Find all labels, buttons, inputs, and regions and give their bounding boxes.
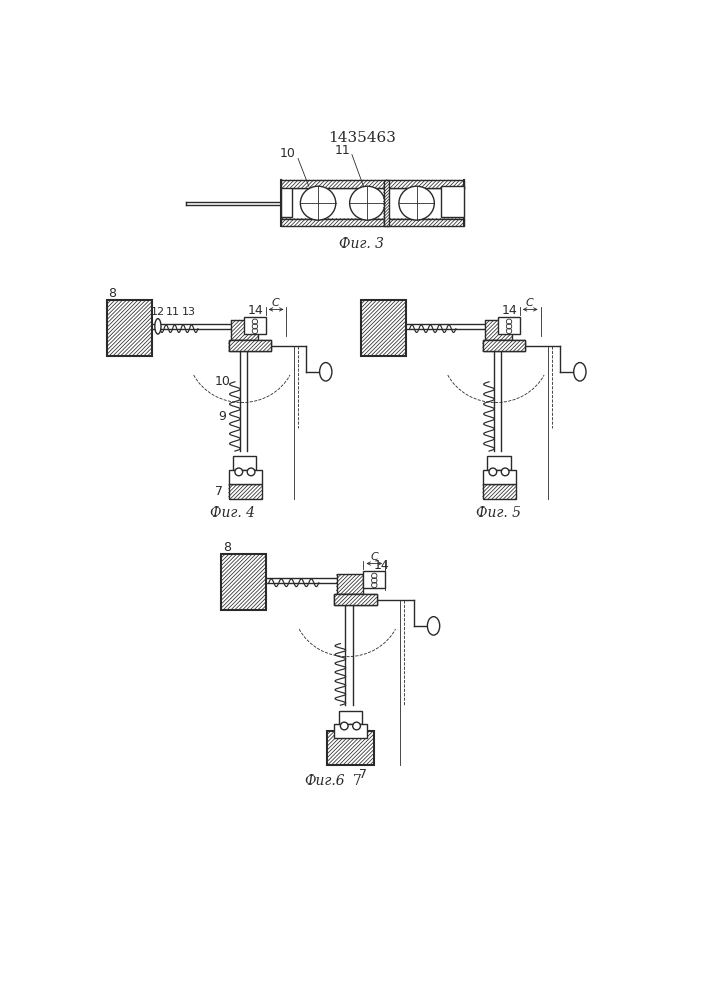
Polygon shape bbox=[229, 484, 262, 499]
Polygon shape bbox=[485, 320, 512, 340]
Ellipse shape bbox=[340, 722, 348, 730]
Polygon shape bbox=[107, 300, 152, 356]
Text: 14: 14 bbox=[373, 559, 389, 572]
Bar bbox=[334, 594, 377, 605]
Text: C: C bbox=[526, 298, 534, 308]
Text: 11: 11 bbox=[335, 144, 351, 157]
Ellipse shape bbox=[320, 363, 332, 381]
Text: 14: 14 bbox=[502, 304, 518, 317]
Ellipse shape bbox=[247, 468, 255, 476]
Text: 8: 8 bbox=[223, 541, 231, 554]
Polygon shape bbox=[231, 320, 258, 340]
Polygon shape bbox=[483, 340, 525, 351]
Text: 13: 13 bbox=[182, 307, 196, 317]
Text: 10: 10 bbox=[279, 147, 296, 160]
Ellipse shape bbox=[353, 722, 361, 730]
Bar bbox=[339, 711, 362, 724]
Polygon shape bbox=[337, 574, 363, 594]
Text: 9: 9 bbox=[218, 410, 226, 423]
Ellipse shape bbox=[399, 186, 434, 220]
Bar bbox=[244, 317, 266, 334]
Text: 1435463: 1435463 bbox=[328, 131, 396, 145]
Ellipse shape bbox=[501, 468, 509, 476]
Polygon shape bbox=[281, 180, 464, 188]
Bar bbox=[487, 456, 510, 470]
Ellipse shape bbox=[350, 186, 385, 220]
Polygon shape bbox=[383, 180, 389, 226]
Ellipse shape bbox=[155, 319, 161, 334]
Bar bbox=[229, 470, 262, 484]
Polygon shape bbox=[361, 300, 406, 356]
Text: Фиг. 5: Фиг. 5 bbox=[476, 506, 521, 520]
Ellipse shape bbox=[428, 617, 440, 635]
Text: 7: 7 bbox=[215, 485, 223, 498]
Bar bbox=[363, 571, 385, 588]
Text: 14: 14 bbox=[248, 304, 264, 317]
Text: 7: 7 bbox=[353, 774, 362, 788]
Bar bbox=[498, 317, 520, 334]
Polygon shape bbox=[281, 219, 464, 226]
Text: Фиг.6: Фиг.6 bbox=[305, 774, 345, 788]
Text: 7: 7 bbox=[359, 768, 368, 781]
Text: 12: 12 bbox=[151, 307, 165, 317]
Bar bbox=[483, 470, 516, 484]
Ellipse shape bbox=[573, 363, 586, 381]
Polygon shape bbox=[483, 484, 516, 499]
Polygon shape bbox=[441, 186, 464, 217]
Bar bbox=[233, 456, 257, 470]
Text: C: C bbox=[271, 298, 279, 308]
Text: C: C bbox=[370, 552, 378, 562]
Text: Фиг. 3: Фиг. 3 bbox=[339, 237, 385, 251]
Bar bbox=[334, 724, 368, 738]
Polygon shape bbox=[334, 594, 377, 605]
Ellipse shape bbox=[514, 319, 520, 334]
Ellipse shape bbox=[300, 186, 336, 220]
Text: Фиг. 4: Фиг. 4 bbox=[210, 506, 255, 520]
Polygon shape bbox=[327, 731, 373, 765]
Bar bbox=[229, 340, 271, 351]
Text: 8: 8 bbox=[109, 287, 117, 300]
Text: 11: 11 bbox=[166, 307, 180, 317]
Polygon shape bbox=[221, 554, 266, 610]
Text: 10: 10 bbox=[215, 375, 230, 388]
Polygon shape bbox=[229, 340, 271, 351]
Ellipse shape bbox=[235, 468, 243, 476]
Ellipse shape bbox=[489, 468, 497, 476]
Polygon shape bbox=[281, 186, 292, 217]
Bar bbox=[483, 340, 525, 351]
